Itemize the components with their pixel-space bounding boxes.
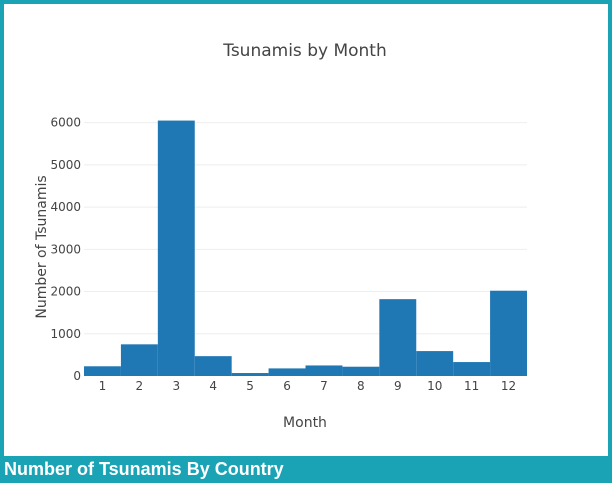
x-tick-label: 5 [246,379,254,393]
x-tick-label: 9 [394,379,402,393]
chart-panel: Tsunamis by Month 1 2 3 4 5 6 7 8 9 10 11 12 0 1000 2… [4,4,608,456]
bar-layer [84,120,527,376]
bar-month-6[interactable] [268,368,306,376]
y-tick-label: 4000 [50,200,81,214]
x-axis-label: Month [283,415,327,431]
x-tick-label: 1 [99,379,107,393]
bar-month-10[interactable] [416,351,454,376]
y-axis-label: Number of Tsunamis [34,175,50,318]
x-tick-label: 8 [357,379,365,393]
x-tick-label: 4 [209,379,217,393]
x-tick-layer: 1 2 3 4 5 6 7 8 9 10 11 12 [99,379,517,393]
y-tick-label: 2000 [50,285,81,299]
x-tick-label: 10 [427,379,442,393]
y-tick-label: 0 [73,369,81,383]
bar-month-12[interactable] [490,290,527,376]
bar-month-9[interactable] [379,299,417,376]
grid-layer [84,122,527,335]
x-tick-label: 12 [501,379,516,393]
chart-title: Tsunamis by Month [222,41,386,61]
y-tick-label: 5000 [50,158,81,172]
x-tick-label: 11 [464,379,479,393]
chart-svg: Tsunamis by Month 1 2 3 4 5 6 7 8 9 10 11 12 010002… [34,41,527,431]
x-tick-label: 6 [283,379,291,393]
bar-month-5[interactable] [231,373,269,376]
y-tick-label: 1000 [50,327,81,341]
bar-month-1[interactable] [84,366,121,376]
bar-month-8[interactable] [342,366,380,376]
bar-month-7[interactable] [305,365,343,376]
section-heading: Number of Tsunamis By Country [4,459,284,479]
x-tick-label: 3 [172,379,180,393]
bar-month-11[interactable] [453,362,491,376]
bar-month-4[interactable] [194,356,232,376]
y-tick-label: 3000 [50,242,81,256]
y-tick-layer: 0 1000 2000 3000 4000 5000 6000 [50,116,81,383]
bar-month-3[interactable] [157,120,195,376]
x-tick-label: 2 [136,379,144,393]
x-tick-label: 7 [320,379,328,393]
y-tick-label: 6000 [50,116,81,130]
bar-month-2[interactable] [120,344,158,376]
